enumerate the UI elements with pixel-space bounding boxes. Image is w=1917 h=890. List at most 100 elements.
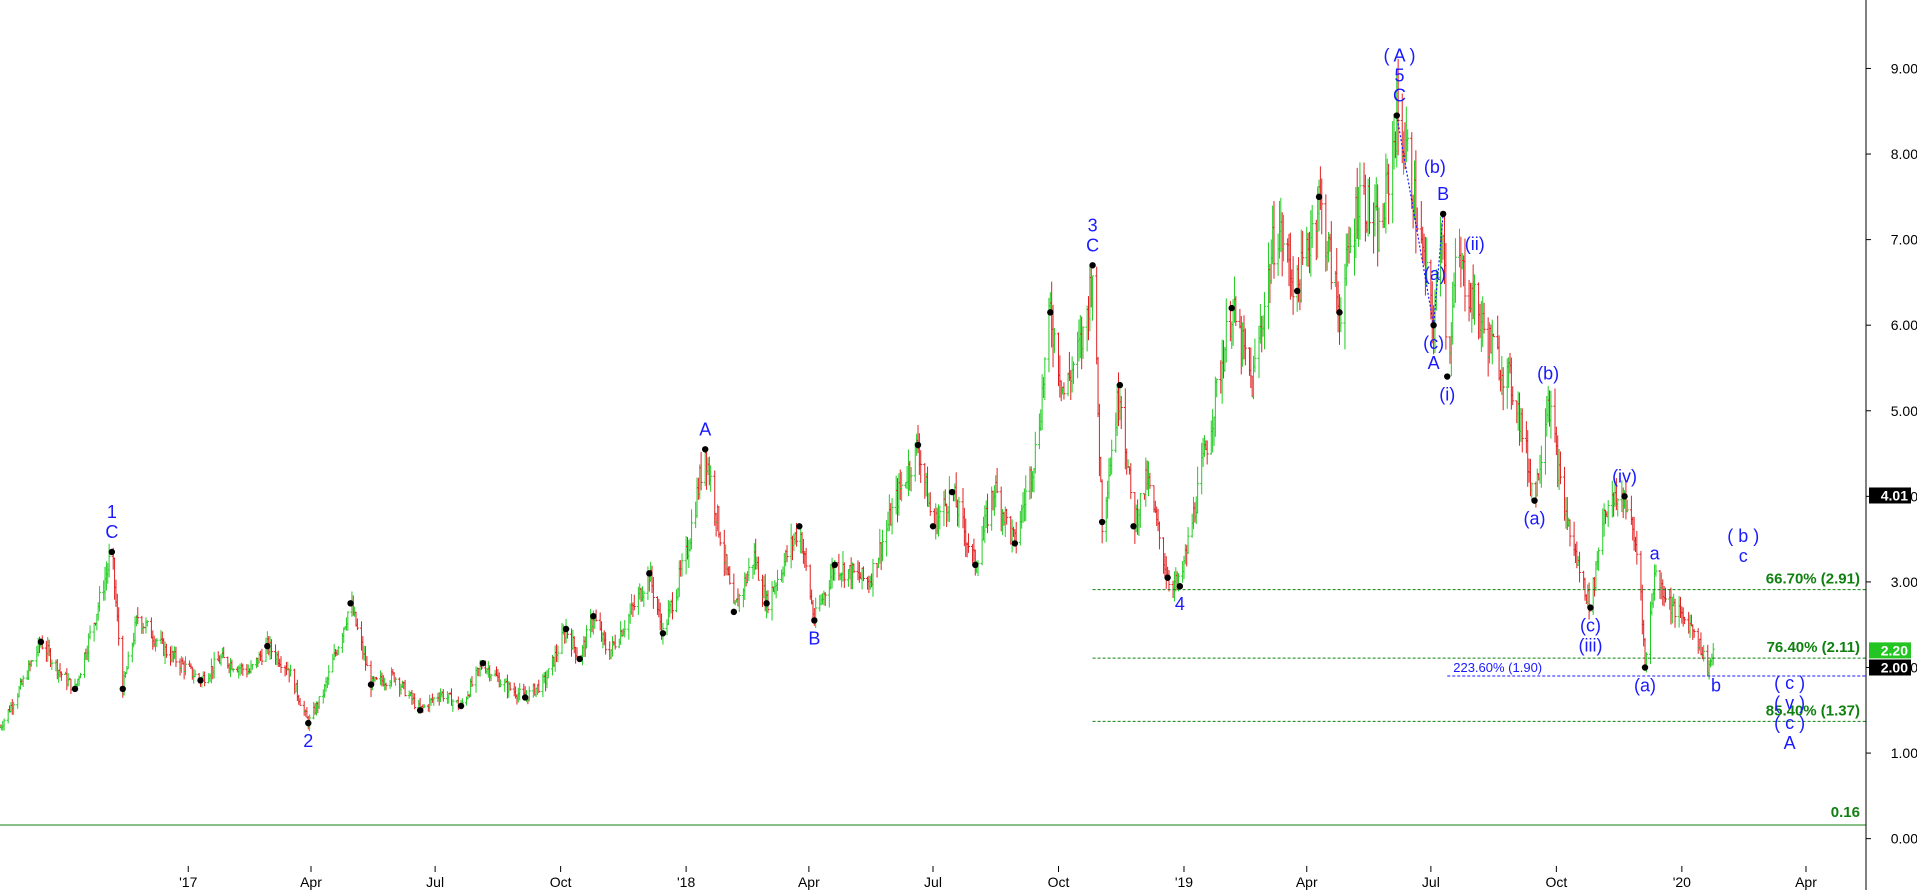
ohlc-bar: [1587, 582, 1591, 620]
pivot-dot: [929, 523, 937, 530]
wave-label-text: 3: [1088, 215, 1098, 235]
ohlc-bar: [919, 450, 923, 483]
ohlc-bar: [336, 646, 340, 656]
ohlc-bar: [374, 676, 378, 680]
pivot-dot: [1587, 604, 1594, 611]
pivot-dot: [659, 630, 667, 637]
ohlc-bar: [928, 492, 932, 516]
price-tag-bg: [1869, 642, 1911, 659]
price-tag: 2.20: [1869, 642, 1911, 659]
pivot-dot: [811, 617, 818, 624]
ohlc-bar: [1234, 296, 1238, 326]
pivot-dot: [1089, 262, 1096, 269]
pivot-dot: [305, 719, 312, 727]
pivot-dot: [646, 570, 653, 577]
ohlc-bar: [1272, 201, 1276, 279]
wave-label: ( A )5C: [1383, 46, 1415, 106]
ohlc-bar: [1033, 431, 1037, 474]
ohlc-bar: [212, 651, 216, 679]
ohlc-bar: [164, 643, 168, 658]
ohlc-bar: [986, 493, 990, 534]
ohlc-bar: [1549, 390, 1553, 439]
ohlc-bar: [327, 665, 331, 686]
ohlc-bar: [1301, 230, 1305, 266]
x-tick-label: '17: [179, 874, 197, 890]
wave-label-text: (ii): [1465, 234, 1485, 254]
ohlc-bar: [174, 646, 178, 668]
wave-label-text: (i): [1439, 385, 1455, 405]
x-tick-label: Apr: [798, 874, 820, 890]
wave-label: (iv): [1612, 466, 1637, 486]
ohlc-bar: [88, 625, 92, 640]
wave-label-text: (c): [1423, 333, 1444, 353]
y-tick-label: 1.00: [1891, 745, 1917, 761]
ohlc-bar: [317, 695, 321, 709]
ohlc-bar: [1310, 204, 1314, 248]
pivot-dot: [702, 446, 709, 453]
wave-label: B: [1437, 184, 1449, 204]
wave-label-text: C: [1393, 86, 1406, 106]
wave-label-text: 4: [1175, 594, 1185, 614]
ohlc-bar: [21, 675, 25, 687]
ohlc-bar: [613, 634, 617, 650]
ohlc-bar: [737, 593, 741, 613]
pivot-dot: [521, 694, 529, 701]
pivot-dot: [796, 523, 803, 530]
pivot-dot: [948, 488, 956, 496]
ohlc-bar: [642, 590, 646, 608]
ohlc-bar: [1024, 475, 1028, 521]
ohlc-bar: [556, 645, 560, 663]
ohlc-bar: [957, 496, 961, 528]
ohlc-bar: [1367, 176, 1371, 235]
ohlc-bar: [78, 673, 82, 679]
pivot-dot: [590, 612, 597, 620]
ohlc-bar: [489, 673, 493, 681]
wave-label-text: ( v ): [1774, 693, 1805, 713]
ohlc-bar: [365, 656, 369, 667]
x-tick-label: Apr: [1296, 874, 1318, 890]
pivot-dot: [197, 677, 204, 684]
ohlc-bar: [394, 676, 398, 686]
wave-label-text: (iii): [1578, 636, 1602, 656]
ohlc-bar: [546, 668, 550, 679]
ohlc-bar: [136, 607, 140, 624]
wave-label: (c)(iii): [1578, 616, 1602, 656]
ohlc-bar: [1348, 227, 1352, 254]
ohlc-bar: [145, 620, 149, 627]
wave-label-text: (b): [1537, 364, 1559, 384]
ohlc-bar: [1157, 521, 1161, 550]
y-tick-label: 8.00: [1891, 146, 1917, 162]
ohlc-bar: [279, 656, 283, 673]
ohlc-bar: [1186, 527, 1190, 555]
ohlc-bar: [776, 569, 779, 591]
ohlc-bar: [508, 682, 512, 691]
x-tick-label: Jul: [1422, 874, 1440, 890]
ohlc-bar: [1530, 482, 1534, 501]
ohlc-bar: [1616, 498, 1620, 517]
ohlc-bar: [298, 698, 302, 706]
pivot-dot: [1176, 583, 1184, 590]
ohlc-bar: [1415, 207, 1419, 232]
ohlc-bar: [98, 586, 102, 612]
x-tick-label: Jul: [426, 874, 444, 890]
ohlc-bar: [403, 679, 407, 697]
wave-label-text: ( A ): [1383, 46, 1415, 66]
ohlc-bar: [1568, 519, 1572, 547]
wave-label-text: ( c ): [1774, 713, 1805, 733]
wave-label-text: 5: [1394, 66, 1404, 86]
ohlc-bar: [1110, 439, 1114, 475]
ohlc-bar: [585, 625, 589, 649]
ohlc-bar: [1253, 338, 1257, 373]
wave-label: 1C: [105, 502, 118, 542]
pivot-dot: [1531, 497, 1538, 504]
ohlc-bar: [203, 671, 207, 687]
ohlc-bar: [632, 594, 636, 611]
ohlc-bar: [1625, 499, 1629, 513]
ohlc-bar: [1081, 326, 1085, 359]
pivot-dot: [416, 707, 424, 714]
ohlc-bar: [1597, 547, 1601, 572]
pivot-dot: [562, 625, 570, 633]
price-tag: 2.00: [1869, 659, 1911, 676]
y-tick-label: 9.00: [1891, 60, 1917, 76]
ohlc-bar: [117, 607, 121, 646]
